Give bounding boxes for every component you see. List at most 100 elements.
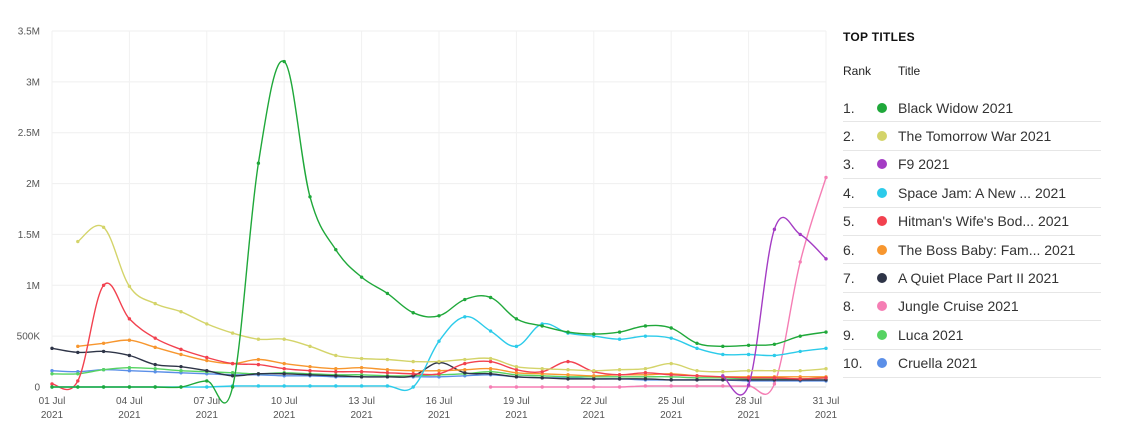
data-point — [359, 275, 364, 279]
data-point — [592, 385, 596, 389]
data-point — [385, 371, 390, 375]
legend-item[interactable]: 3. F9 2021 — [843, 151, 1101, 180]
legend-title: TOP TITLES — [843, 30, 915, 44]
y-tick-label: 2.5M — [18, 128, 40, 139]
x-tick-year: 2021 — [660, 410, 683, 421]
data-point — [617, 377, 622, 381]
data-point — [592, 377, 596, 381]
data-point — [385, 357, 390, 362]
data-point — [127, 338, 132, 342]
data-point — [179, 369, 183, 373]
legend-color-dot — [877, 131, 887, 142]
legend-item[interactable]: 4. Space Jam: A New ... 2021 — [843, 179, 1101, 208]
data-point — [617, 368, 622, 372]
data-point — [437, 339, 441, 343]
data-point — [334, 247, 338, 252]
legend-item[interactable]: 7. A Quiet Place Part II 2021 — [843, 264, 1101, 293]
data-point — [385, 384, 390, 388]
legend-color-dot — [877, 216, 887, 227]
data-point — [50, 382, 54, 386]
data-point — [127, 369, 132, 373]
data-point — [282, 59, 286, 64]
data-point — [746, 383, 751, 387]
legend-item[interactable]: 10. Cruella 2021 — [843, 350, 1101, 378]
data-point — [643, 324, 648, 328]
data-point — [669, 384, 673, 388]
data-point — [411, 369, 415, 373]
data-point — [824, 257, 828, 261]
legend-rows: 1. Black Widow 2021 2. The Tomorrow War 202… — [843, 94, 1101, 378]
data-point — [359, 356, 364, 361]
x-tick-label: 19 Jul — [503, 396, 530, 407]
data-point — [230, 331, 235, 335]
data-point — [772, 342, 777, 346]
legend-label: Jungle Cruise 2021 — [898, 298, 1019, 315]
data-point — [488, 356, 493, 361]
data-point — [721, 344, 725, 349]
data-point — [50, 346, 54, 351]
data-point — [282, 384, 286, 388]
series-5 — [50, 282, 828, 391]
legend-label: The Tomorrow War 2021 — [898, 128, 1052, 145]
series-3 — [721, 216, 828, 396]
data-point — [617, 330, 622, 334]
data-point — [205, 355, 209, 360]
legend-item[interactable]: 6. The Boss Baby: Fam... 2021 — [843, 236, 1101, 265]
legend-rank: 1. — [843, 99, 855, 116]
data-point — [334, 353, 338, 358]
legend-item[interactable]: 1. Black Widow 2021 — [843, 94, 1101, 123]
data-point — [50, 385, 54, 389]
data-point — [540, 376, 544, 380]
data-point — [76, 372, 80, 376]
data-point — [205, 369, 209, 373]
legend-label: Black Widow 2021 — [898, 99, 1014, 116]
data-point — [463, 361, 467, 366]
x-tick-label: 16 Jul — [426, 396, 453, 407]
data-point — [592, 369, 596, 373]
data-point — [463, 315, 467, 319]
data-point — [359, 365, 364, 370]
legend-item[interactable]: 5. Hitman's Wife's Bod... 2021 — [843, 208, 1101, 236]
legend-color-dot — [877, 358, 887, 369]
data-point — [721, 352, 725, 357]
data-point — [772, 382, 777, 386]
data-point — [566, 385, 570, 389]
data-point — [205, 358, 209, 363]
data-point — [101, 349, 106, 354]
rank-column-header: Rank — [843, 64, 872, 78]
x-tick-label: 07 Jul — [193, 396, 220, 407]
y-tick-label: 3.5M — [18, 27, 40, 38]
legend-rank: 7. — [843, 270, 855, 287]
data-point — [463, 297, 467, 302]
data-point — [566, 373, 570, 377]
legend-item[interactable]: 9. Luca 2021 — [843, 321, 1101, 350]
data-point — [695, 341, 699, 345]
data-point — [282, 337, 286, 341]
data-point — [127, 317, 132, 321]
series-line — [490, 177, 827, 395]
x-tick-label: 10 Jul — [271, 396, 298, 407]
data-point — [101, 385, 106, 389]
data-point — [179, 364, 183, 369]
legend-color-dot — [877, 244, 887, 255]
data-point — [256, 161, 261, 165]
y-tick-label: 3M — [26, 77, 40, 88]
data-point — [824, 376, 828, 380]
legend-rank: 8. — [843, 298, 855, 315]
data-point — [437, 372, 441, 376]
data-point — [488, 385, 493, 389]
data-point — [334, 370, 338, 374]
data-point — [566, 377, 570, 381]
data-point — [772, 376, 777, 380]
data-point — [101, 341, 106, 345]
legend-item[interactable]: 8. Jungle Cruise 2021 — [843, 293, 1101, 322]
data-point — [721, 378, 725, 382]
data-point — [308, 364, 312, 369]
y-tick-label: 500K — [17, 332, 41, 343]
data-point — [308, 384, 312, 388]
y-tick-label: 2M — [26, 179, 40, 190]
legend-item[interactable]: 2. The Tomorrow War 2021 — [843, 122, 1101, 151]
x-tick-label: 04 Jul — [116, 396, 143, 407]
data-point — [514, 344, 519, 349]
data-point — [179, 347, 183, 352]
